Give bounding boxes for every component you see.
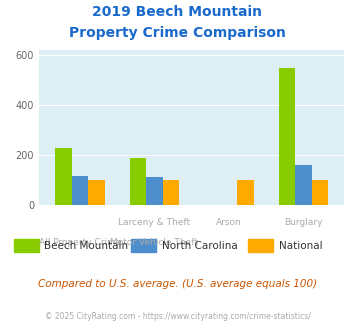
Bar xyxy=(72,176,88,205)
Text: Arson: Arson xyxy=(216,218,242,227)
Bar xyxy=(55,148,72,205)
Bar xyxy=(279,68,295,205)
Bar xyxy=(295,165,312,205)
Bar xyxy=(312,180,328,205)
Text: Property Crime Comparison: Property Crime Comparison xyxy=(69,26,286,40)
Text: Beech Mountain: Beech Mountain xyxy=(44,241,129,251)
Bar xyxy=(130,158,146,205)
Text: All Property Crime: All Property Crime xyxy=(39,238,121,247)
Text: 2019 Beech Mountain: 2019 Beech Mountain xyxy=(93,5,262,19)
Text: Motor Vehicle Theft: Motor Vehicle Theft xyxy=(110,238,198,247)
Text: Burglary: Burglary xyxy=(284,218,323,227)
Text: North Carolina: North Carolina xyxy=(162,241,237,251)
Text: Larceny & Theft: Larceny & Theft xyxy=(119,218,191,227)
Text: © 2025 CityRating.com - https://www.cityrating.com/crime-statistics/: © 2025 CityRating.com - https://www.city… xyxy=(45,312,310,321)
Bar xyxy=(88,180,105,205)
Text: National: National xyxy=(279,241,322,251)
Text: Compared to U.S. average. (U.S. average equals 100): Compared to U.S. average. (U.S. average … xyxy=(38,279,317,289)
Bar xyxy=(163,180,179,205)
Bar xyxy=(237,180,253,205)
Bar xyxy=(146,177,163,205)
